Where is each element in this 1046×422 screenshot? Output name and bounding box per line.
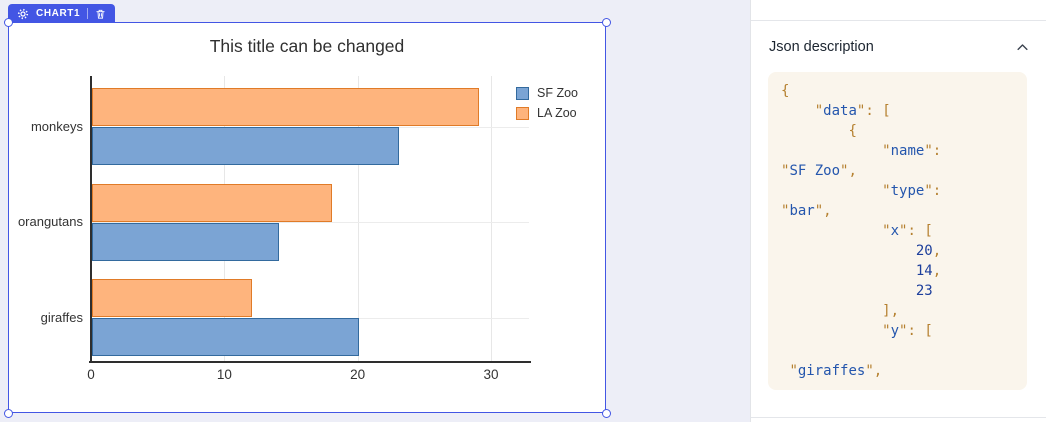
x-tick-label-10: 10 xyxy=(216,367,232,382)
legend-label: LA Zoo xyxy=(537,106,577,120)
chart-badge-label: CHART1 xyxy=(36,8,81,19)
x-tick-label-30: 30 xyxy=(483,367,499,382)
editor-canvas[interactable]: CHART1 This title can be changed SF Zoo L… xyxy=(0,0,750,422)
resize-handle-top-right[interactable] xyxy=(601,17,611,27)
panel-bottom-divider xyxy=(751,417,1046,418)
grid-line-x-20 xyxy=(357,76,359,361)
chevron-up-icon[interactable] xyxy=(1015,40,1030,55)
grid-line-y-orangutans xyxy=(91,222,529,223)
resize-handle-bottom-left[interactable] xyxy=(3,408,13,418)
chart-selection-badge[interactable]: CHART1 xyxy=(8,4,116,23)
plot-area xyxy=(89,76,531,363)
resize-handle-top-left[interactable] xyxy=(3,17,13,27)
json-code-block: { "data": [ { "name": "SF Zoo", "type": … xyxy=(768,72,1027,390)
category-label-giraffes: giraffes xyxy=(40,309,83,325)
grid-line-x-30 xyxy=(491,76,492,361)
gear-icon[interactable] xyxy=(17,8,29,20)
panel-top-divider xyxy=(751,20,1046,21)
bar-sf-zoo-giraffes[interactable] xyxy=(92,318,359,356)
bar-sf-zoo-monkeys[interactable] xyxy=(92,127,399,165)
chart-title: This title can be changed xyxy=(209,36,405,56)
bar-sf-zoo-orangutans[interactable] xyxy=(92,222,279,261)
y-axis-line xyxy=(90,76,92,363)
json-description-header[interactable]: Json description xyxy=(769,36,1030,58)
json-code: { "data": [ { "name": "SF Zoo", "type": … xyxy=(781,83,942,379)
trash-icon[interactable] xyxy=(95,8,106,20)
bar-la-zoo-monkeys[interactable] xyxy=(92,88,479,126)
panel-title: Json description xyxy=(769,39,874,55)
legend-label: SF Zoo xyxy=(537,86,578,100)
x-tick-label-20: 20 xyxy=(350,367,366,382)
legend-swatch xyxy=(516,86,529,100)
chart-card[interactable]: This title can be changed SF Zoo LA Zoo m… xyxy=(8,22,606,413)
category-label-monkeys: monkeys xyxy=(30,118,83,134)
chart-legend: SF Zoo LA Zoo xyxy=(516,83,578,123)
badge-divider xyxy=(87,8,89,19)
resize-handle-bottom-right[interactable] xyxy=(601,408,611,418)
x-axis-line xyxy=(89,361,531,363)
legend-item-la-zoo[interactable]: LA Zoo xyxy=(516,103,578,123)
legend-swatch xyxy=(516,106,529,120)
json-description-panel: Json description { "data": [ { "name": "… xyxy=(750,0,1046,422)
category-label-orangutans: orangutans xyxy=(17,214,83,229)
legend-item-sf-zoo[interactable]: SF Zoo xyxy=(516,83,578,103)
bar-la-zoo-giraffes[interactable] xyxy=(92,279,252,317)
x-tick-label-0: 0 xyxy=(87,367,95,382)
bar-la-zoo-orangutans[interactable] xyxy=(92,183,332,222)
